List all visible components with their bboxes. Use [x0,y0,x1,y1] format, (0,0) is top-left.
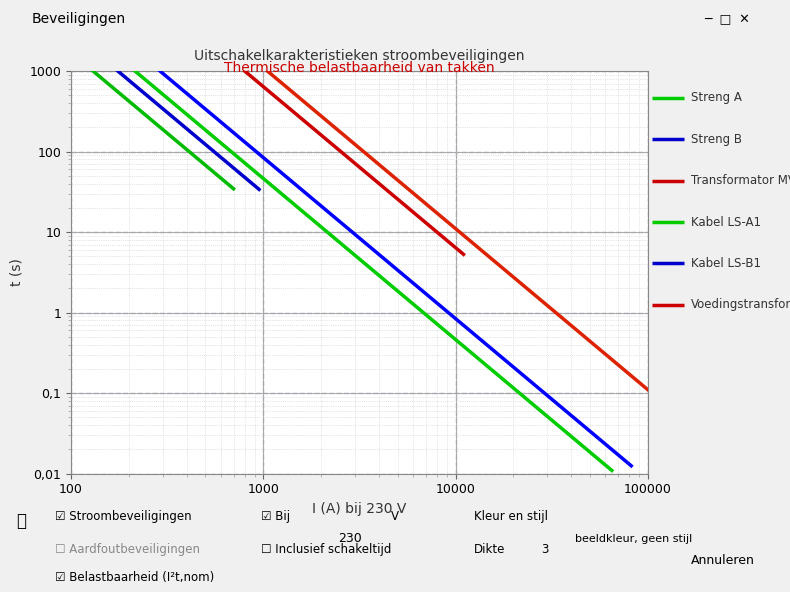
Text: Transformator MV-zijde: Transformator MV-zijde [690,174,790,187]
Text: Beveiligingen: Beveiligingen [32,12,126,26]
Text: ☐ Inclusief schakeltijd: ☐ Inclusief schakeltijd [261,543,391,556]
Text: beeldkleur, geen stijl: beeldkleur, geen stijl [575,534,692,543]
Text: Streng A: Streng A [690,91,742,104]
X-axis label: I (A) bij 230 V: I (A) bij 230 V [312,502,407,516]
Text: Voedingstransformator: Voedingstransformator [690,298,790,311]
Text: Kabel LS-B1: Kabel LS-B1 [690,257,761,270]
Text: ☑ Belastbaarheid (I²t,nom): ☑ Belastbaarheid (I²t,nom) [55,571,215,584]
Text: Thermische belastbaarheid van takken: Thermische belastbaarheid van takken [224,61,495,75]
Text: ☑ Stroombeveiligingen: ☑ Stroombeveiligingen [55,510,192,523]
Text: ☑ Bij: ☑ Bij [261,510,290,523]
Text: Annuleren: Annuleren [691,555,754,567]
Text: ☐ Aardfoutbeveiligingen: ☐ Aardfoutbeveiligingen [55,543,201,556]
Text: ─  □  ✕: ─ □ ✕ [704,13,750,25]
Text: Kleur en stijl: Kleur en stijl [474,510,548,523]
Text: Uitschakelkarakteristieken stroombeveiligingen: Uitschakelkarakteristieken stroombeveili… [194,49,525,63]
Text: Dikte: Dikte [474,543,506,556]
Text: 🖨: 🖨 [16,512,26,530]
Text: 230: 230 [337,532,362,545]
Text: V: V [391,510,399,523]
Text: Streng B: Streng B [690,133,742,146]
Text: 3: 3 [541,543,548,556]
Text: Kabel LS-A1: Kabel LS-A1 [690,215,761,229]
Y-axis label: t (s): t (s) [10,258,24,287]
